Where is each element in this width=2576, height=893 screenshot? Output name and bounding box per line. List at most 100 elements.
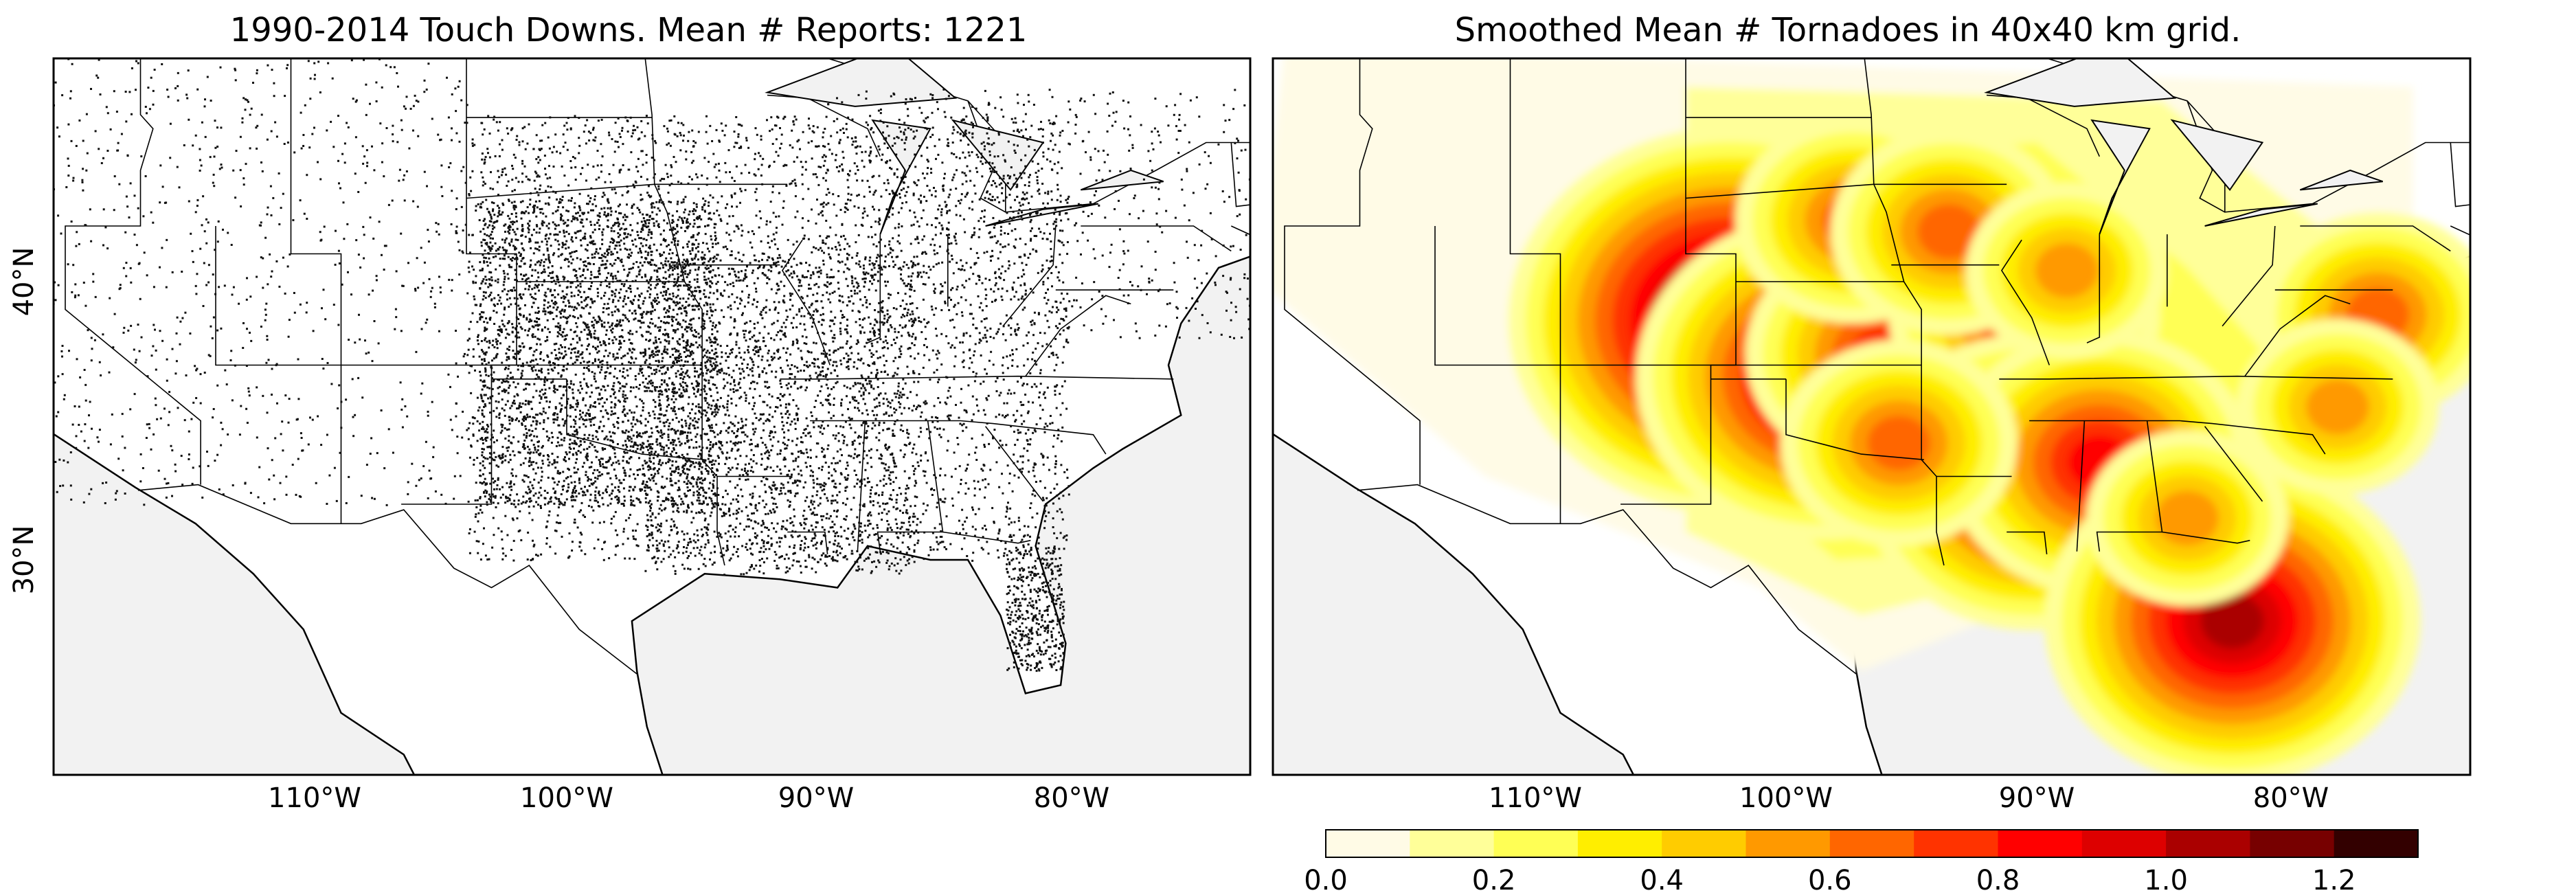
touchdown-point: [638, 457, 640, 460]
touchdown-point: [557, 293, 560, 296]
touchdown-point: [876, 449, 879, 451]
touchdown-point: [815, 342, 817, 345]
touchdown-point: [1001, 265, 1004, 268]
touchdown-point: [488, 472, 491, 475]
touchdown-point: [484, 291, 487, 294]
touchdown-point: [703, 320, 705, 323]
touchdown-point: [1065, 407, 1068, 410]
touchdown-point: [844, 486, 847, 489]
touchdown-point: [666, 130, 669, 133]
touchdown-point: [503, 313, 506, 316]
touchdown-point: [760, 135, 762, 137]
touchdown-point: [940, 224, 943, 227]
touchdown-point: [749, 387, 752, 390]
touchdown-point: [484, 367, 486, 370]
touchdown-point: [483, 527, 485, 530]
touchdown-point: [635, 330, 638, 333]
touchdown-point: [673, 115, 676, 117]
touchdown-point: [614, 412, 617, 415]
touchdown-point: [934, 287, 936, 290]
touchdown-point: [1006, 414, 1009, 416]
touchdown-point: [896, 194, 899, 196]
touchdown-point: [777, 357, 780, 360]
touchdown-point: [871, 345, 874, 348]
touchdown-point: [743, 336, 746, 339]
touchdown-point: [926, 346, 928, 348]
touchdown-point: [720, 555, 723, 558]
touchdown-point: [612, 238, 615, 241]
touchdown-point: [926, 321, 929, 324]
touchdown-point: [933, 249, 936, 252]
touchdown-point: [630, 386, 632, 389]
touchdown-point: [667, 269, 670, 271]
touchdown-point: [493, 323, 496, 325]
touchdown-point: [933, 489, 936, 491]
touchdown-point: [580, 315, 583, 318]
touchdown-point: [995, 332, 998, 335]
touchdown-point: [525, 475, 528, 477]
touchdown-point: [698, 344, 701, 347]
touchdown-point: [521, 370, 524, 372]
touchdown-point: [719, 442, 722, 444]
touchdown-point: [866, 481, 869, 484]
touchdown-point: [1029, 372, 1032, 374]
touchdown-point: [793, 552, 796, 554]
touchdown-point: [712, 310, 714, 313]
touchdown-point: [541, 139, 543, 142]
touchdown-point: [836, 117, 839, 120]
touchdown-point: [484, 337, 487, 339]
touchdown-point: [622, 487, 625, 490]
state-border: [787, 531, 828, 554]
touchdown-point: [879, 219, 881, 221]
touchdown-point: [693, 308, 696, 311]
touchdown-point: [771, 357, 774, 360]
touchdown-point: [648, 363, 651, 365]
touchdown-point: [544, 122, 547, 124]
touchdown-point: [959, 341, 962, 344]
touchdown-point: [554, 233, 557, 236]
touchdown-point: [725, 550, 728, 552]
touchdown-point: [701, 473, 703, 475]
touchdown-point: [756, 542, 758, 545]
touchdown-point: [659, 255, 662, 258]
touchdown-point: [695, 173, 697, 176]
touchdown-point: [609, 214, 612, 216]
touchdown-point: [783, 284, 786, 287]
touchdown-point: [856, 179, 859, 182]
touchdown-point: [1019, 172, 1021, 174]
touchdown-point: [1042, 393, 1045, 396]
touchdown-point: [524, 403, 527, 406]
touchdown-point: [567, 433, 569, 436]
touchdown-point: [897, 385, 900, 387]
touchdown-point: [773, 238, 776, 240]
touchdown-point: [484, 156, 487, 159]
touchdown-point: [993, 290, 995, 293]
touchdown-point: [1027, 410, 1030, 413]
touchdown-point: [916, 394, 918, 396]
touchdown-point: [568, 555, 571, 558]
touchdown-point: [637, 304, 640, 307]
touchdown-point: [899, 558, 902, 561]
touchdown-point: [704, 543, 707, 546]
touchdown-point: [470, 444, 473, 447]
touchdown-point: [568, 451, 571, 453]
touchdown-point: [883, 137, 885, 140]
touchdown-point: [632, 267, 634, 269]
touchdown-point: [563, 229, 565, 232]
touchdown-point: [1055, 460, 1057, 462]
touchdown-point: [473, 298, 476, 301]
touchdown-point: [1054, 462, 1057, 465]
touchdown-point: [1057, 276, 1059, 279]
touchdown-point: [480, 310, 483, 313]
touchdown-point: [1023, 420, 1026, 422]
touchdown-point: [769, 308, 771, 311]
touchdown-point: [914, 216, 916, 218]
touchdown-point: [708, 296, 710, 299]
touchdown-point: [900, 189, 903, 192]
touchdown-point: [576, 526, 579, 529]
touchdown-point: [947, 252, 950, 255]
touchdown-point: [822, 455, 825, 458]
left-map-land: [54, 58, 1250, 775]
touchdown-point: [785, 553, 788, 556]
touchdown-point: [692, 334, 694, 337]
